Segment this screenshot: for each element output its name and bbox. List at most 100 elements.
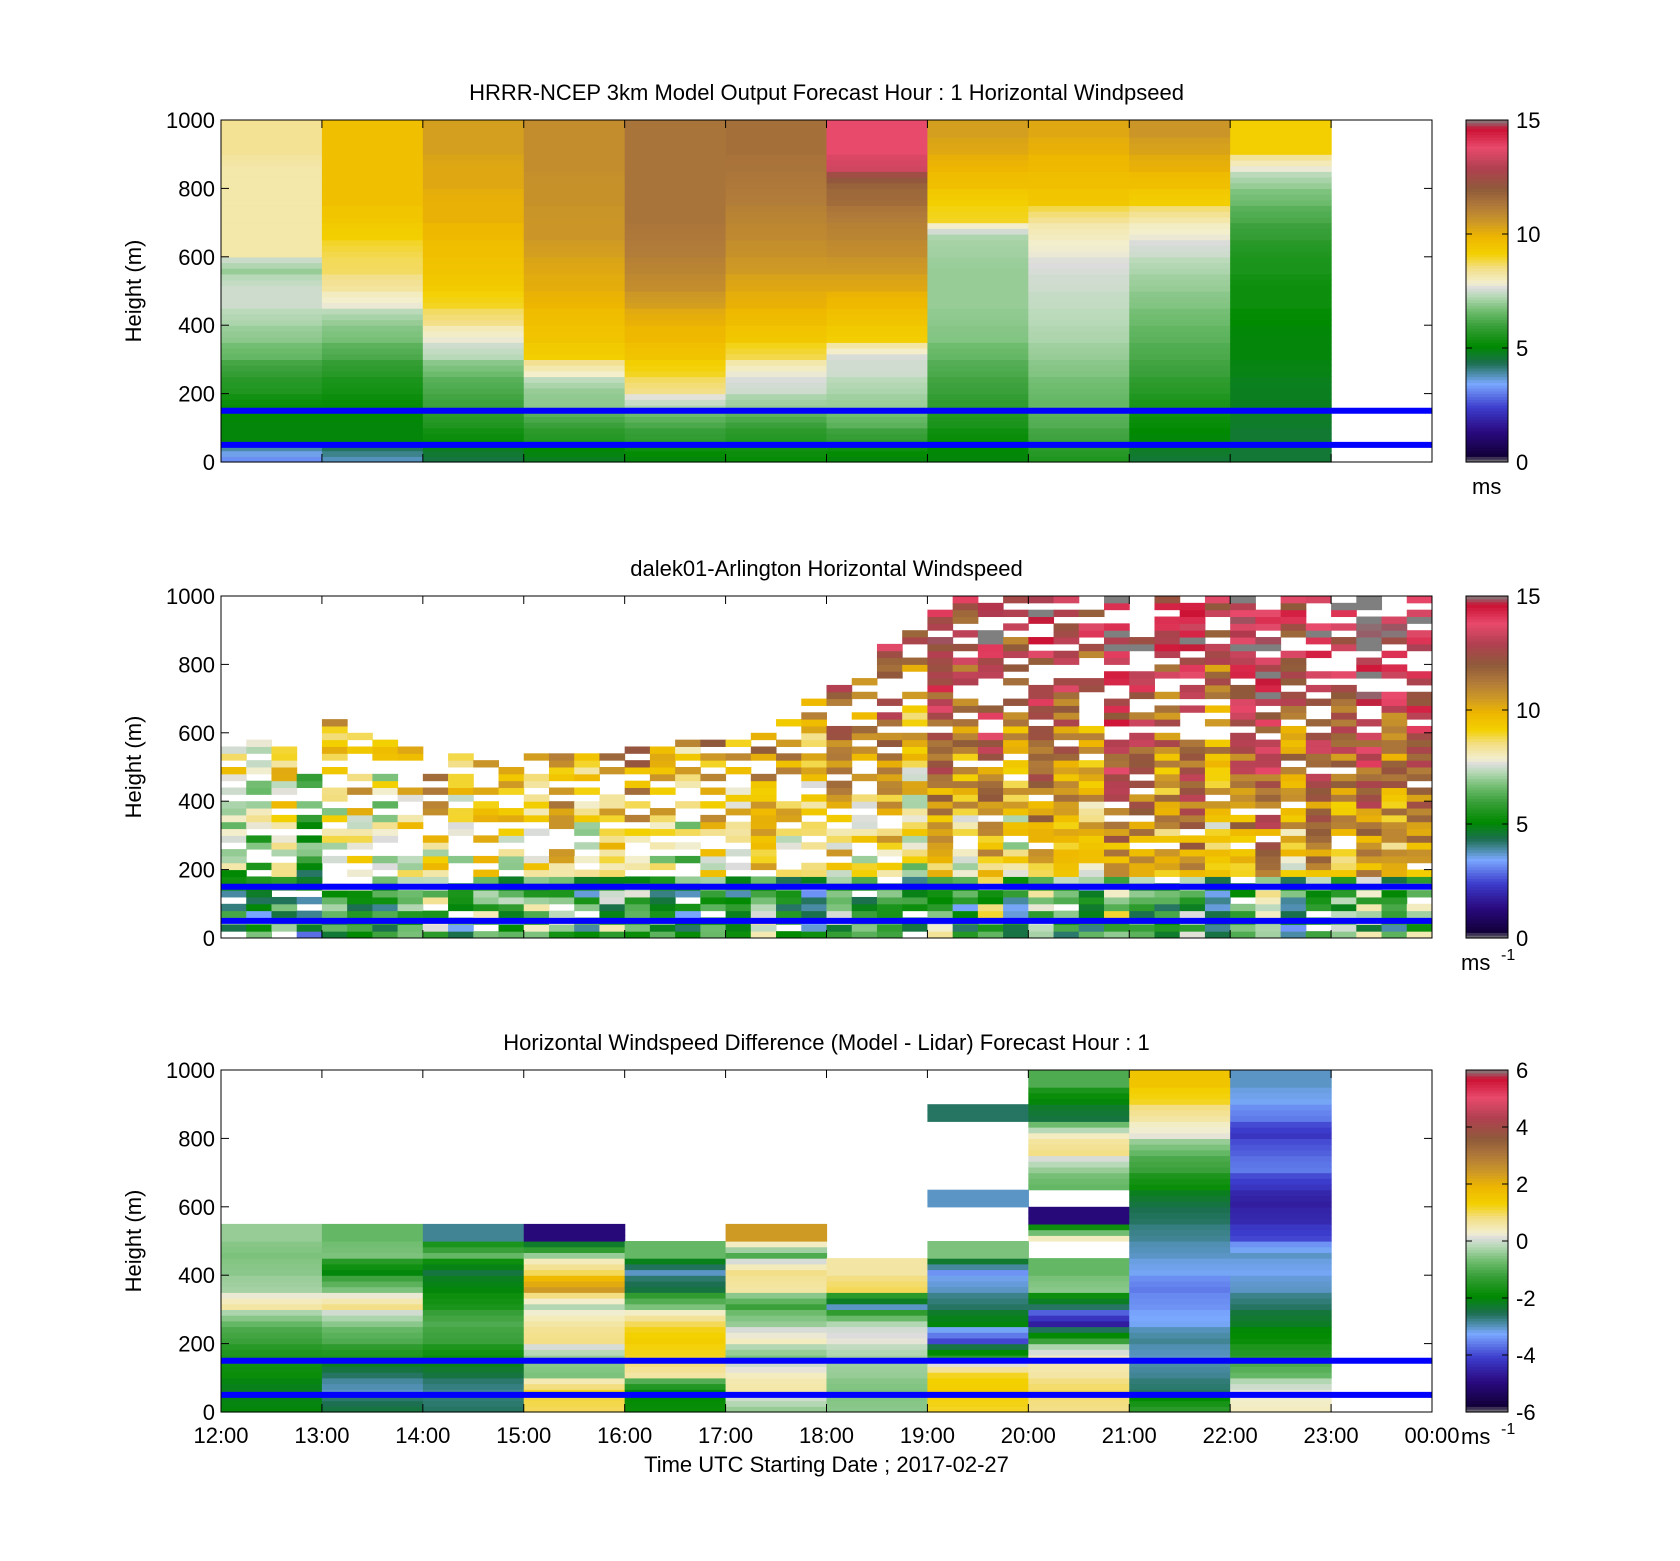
heatmap-cell (725, 336, 828, 343)
heatmap-cell (1129, 1127, 1231, 1134)
heatmap-cell (826, 931, 853, 939)
heatmap-cell (927, 1275, 1029, 1282)
heatmap-cell (624, 1241, 727, 1248)
heatmap-cell (1331, 691, 1357, 700)
heatmap-cell (321, 330, 424, 338)
heatmap-cell (422, 1406, 525, 1413)
heatmap-cell (1129, 903, 1155, 912)
heatmap-cell (927, 1400, 1029, 1407)
heatmap-cell (725, 228, 828, 235)
colorbar-swatch (1466, 125, 1508, 130)
heatmap-cell (1078, 746, 1105, 754)
heatmap-cell (750, 753, 777, 761)
heatmap-cell (1028, 1081, 1130, 1088)
heatmap-cell (725, 234, 828, 241)
heatmap-cell (246, 780, 272, 789)
heatmap-cell (826, 348, 929, 355)
heatmap-cell (1331, 725, 1357, 734)
heatmap-cell (574, 890, 600, 898)
heatmap-cell (1381, 794, 1408, 802)
heatmap-cell (1028, 1104, 1130, 1111)
heatmap-cell (927, 165, 1029, 172)
heatmap-cell (725, 849, 752, 857)
heatmap-cell (1280, 814, 1307, 823)
heatmap-cell (1179, 753, 1206, 761)
heatmap-cell (1129, 148, 1231, 155)
colorbar-swatch (1466, 618, 1508, 623)
heatmap-cell (876, 671, 903, 679)
colorbar-swatch (1466, 436, 1508, 440)
heatmap-cell (1331, 609, 1357, 618)
colorbar-swatch (1466, 1141, 1508, 1145)
heatmap-cell (1154, 643, 1181, 652)
heatmap-cell (422, 330, 525, 338)
heatmap-cell (523, 245, 626, 252)
colorbar-swatch (1466, 929, 1508, 933)
heatmap-cell (700, 828, 727, 836)
heatmap-cell (876, 890, 903, 898)
colorbar-swatch (1466, 211, 1508, 215)
heatmap-cell (700, 814, 727, 823)
heatmap-cell (649, 910, 676, 918)
heatmap-cell (523, 148, 626, 155)
heatmap-cell (1230, 1087, 1332, 1094)
heatmap-cell (1129, 159, 1231, 167)
heatmap-cell (1129, 399, 1231, 406)
heatmap-cell (1028, 896, 1055, 905)
heatmap-cell (523, 1303, 626, 1310)
heatmap-cell (649, 862, 676, 871)
heatmap-cell (952, 719, 979, 727)
heatmap-cell (1129, 760, 1155, 768)
heatmap-cell (1230, 285, 1332, 292)
heatmap-cell (422, 382, 525, 389)
heatmap-cell (498, 787, 525, 795)
heatmap-cell (801, 780, 827, 789)
heatmap-cell (1003, 719, 1029, 727)
heatmap-cell (221, 188, 323, 195)
heatmap-cell (725, 444, 828, 452)
heatmap-cell (1331, 719, 1357, 727)
heatmap-cell (1154, 903, 1181, 912)
heatmap-cell (977, 821, 1004, 830)
heatmap-cell (952, 725, 979, 734)
heatmap-cell (548, 862, 575, 871)
heatmap-cell (927, 896, 954, 905)
colorbar-swatch (1466, 920, 1508, 925)
x-tick-label: 17:00 (698, 1423, 753, 1448)
heatmap-cell (1179, 780, 1206, 789)
colorbar-tick-label: 15 (1516, 584, 1540, 609)
heatmap-cell (725, 1337, 828, 1345)
heatmap-cell (1230, 1280, 1332, 1288)
heatmap-cell (927, 657, 954, 665)
heatmap-cell (826, 456, 929, 463)
heatmap-cell (221, 313, 323, 321)
y-tick-label: 800 (178, 652, 215, 677)
heatmap-cell (1179, 855, 1206, 864)
heatmap-cell (1280, 602, 1307, 611)
heatmap-cell (448, 896, 474, 905)
heatmap-cell (1028, 211, 1130, 218)
heatmap-cell (1406, 609, 1433, 618)
heatmap-cell (1104, 643, 1130, 652)
colorbar-swatch (1466, 1104, 1508, 1108)
heatmap-cell (498, 835, 525, 843)
heatmap-cell (624, 1377, 727, 1385)
heatmap-cell (422, 308, 525, 315)
heatmap-cell (221, 814, 247, 823)
heatmap-cell (372, 787, 399, 795)
heatmap-cell (1381, 705, 1408, 713)
heatmap-cell (422, 801, 449, 809)
heatmap-cell (523, 1360, 626, 1367)
heatmap-cell (700, 896, 727, 905)
heatmap-cell (1078, 767, 1105, 775)
heatmap-cell (851, 869, 878, 877)
heatmap-cell (927, 194, 1029, 201)
heatmap-cell (851, 835, 878, 843)
heatmap-cell (826, 359, 929, 366)
colorbar-swatch (1466, 313, 1508, 318)
heatmap-cell (1154, 637, 1181, 645)
heatmap-cell (523, 285, 626, 292)
colorbar-swatch (1466, 1329, 1508, 1333)
colorbar-swatch (1466, 1181, 1508, 1185)
